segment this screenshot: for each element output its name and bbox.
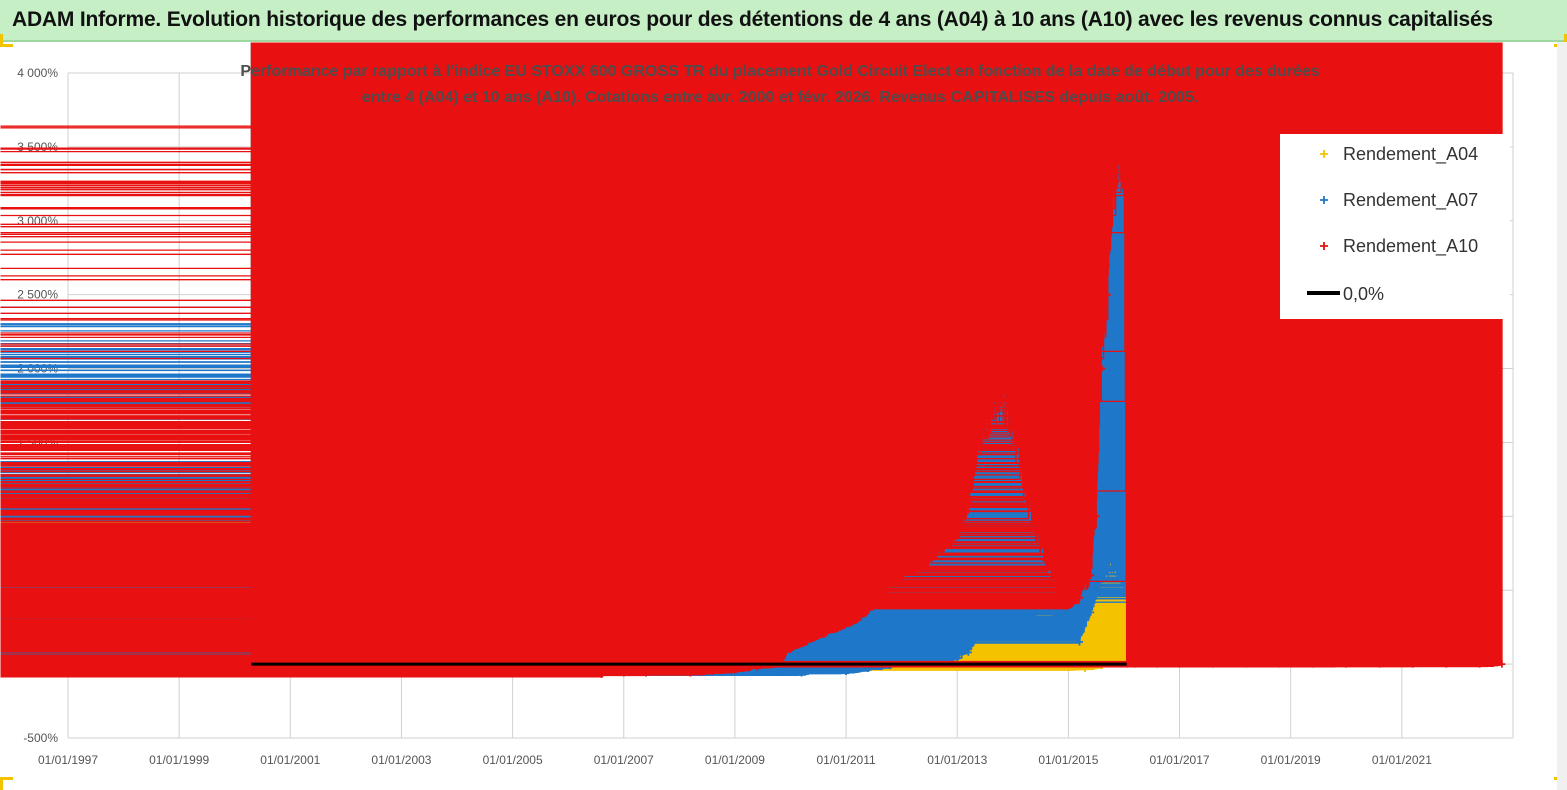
corner-marker (0, 34, 13, 47)
chart-legend: Rendement_A04 Rendement_A07 Rendement_A10 0… (1280, 134, 1510, 319)
x-tick-label: 01/01/2017 (1150, 753, 1210, 767)
data-point (620, 668, 628, 675)
data-point (1103, 291, 1111, 299)
x-tick-label: 01/01/2003 (371, 753, 431, 767)
data-point (598, 670, 606, 678)
page-title: ADAM Informe. Evolution historique des p… (12, 8, 1493, 31)
data-point (870, 601, 878, 609)
legend-label: Rendement_A07 (1343, 190, 1478, 211)
data-point (920, 557, 928, 565)
legend-marker (1320, 196, 1328, 204)
data-point (1053, 586, 1061, 594)
data-point (820, 631, 828, 639)
legend-label: 0,0% (1343, 284, 1384, 304)
data-point (420, 668, 428, 675)
data-point (975, 631, 983, 639)
legend-label: Rendement_A04 (1343, 144, 1478, 165)
legend-label: Rendement_A10 (1343, 236, 1478, 257)
data-point (820, 666, 828, 674)
data-point (998, 394, 1006, 402)
data-point (1053, 616, 1061, 624)
data-point (553, 668, 561, 675)
x-tick-label: 01/01/2007 (594, 753, 654, 767)
data-point (970, 654, 978, 662)
data-point (353, 666, 361, 674)
legend-marker (1320, 242, 1328, 250)
data-point (1087, 571, 1095, 579)
data-point (953, 527, 961, 535)
chart-subtitle-line-2: entre 4 (A04) et 10 ans (A10). Cotations… (362, 89, 1198, 106)
series-layer (0, 42, 1506, 678)
x-tick-label: 01/01/2019 (1261, 753, 1321, 767)
data-point (798, 669, 806, 677)
header-banner: ADAM Informe. Evolution historique des p… (0, 0, 1567, 42)
data-point (686, 669, 694, 677)
corner-marker (0, 777, 13, 790)
legend-box (1280, 134, 1510, 319)
x-tick-label: 01/01/1997 (38, 753, 98, 767)
data-point (1098, 365, 1106, 373)
data-point (887, 579, 895, 587)
data-point (803, 638, 811, 646)
y-tick-label: 4 000% (17, 66, 58, 80)
data-point (1064, 601, 1072, 609)
data-point (842, 668, 850, 675)
data-point (1109, 187, 1117, 195)
x-tick-label: 01/01/2001 (260, 753, 320, 767)
data-point (1087, 608, 1095, 616)
data-point (1042, 557, 1050, 565)
x-tick-label: 01/01/2021 (1372, 753, 1432, 767)
data-point (709, 668, 717, 675)
data-point (442, 669, 450, 677)
data-point (1076, 594, 1083, 602)
x-axis-ticks: 01/01/1997 01/01/1999 01/01/2001 01/01/2003… (38, 753, 1432, 767)
x-tick-label: 01/01/2015 (1038, 753, 1098, 767)
data-point (1114, 158, 1122, 166)
x-tick-label: 01/01/2013 (927, 753, 987, 767)
data-point (1031, 608, 1039, 616)
data-point (775, 668, 783, 675)
data-point (987, 409, 995, 417)
right-edge-strip (1557, 42, 1567, 790)
data-point (1076, 638, 1083, 646)
data-point (664, 668, 672, 675)
data-point (1009, 424, 1017, 432)
data-point (642, 669, 650, 677)
data-point (1031, 527, 1039, 535)
y-tick-label: -500% (23, 731, 58, 745)
data-point (953, 654, 961, 662)
data-point (247, 668, 255, 675)
data-point (903, 564, 911, 572)
data-point (937, 542, 945, 550)
data-point (1020, 483, 1028, 491)
data-point (964, 648, 972, 656)
data-point (964, 498, 972, 506)
data-point (731, 666, 739, 674)
data-point (787, 645, 794, 653)
performance-chart: 4 000%3 500%3 000%2 500%2 000%1 500%1 00… (0, 42, 1514, 767)
data-point (1064, 631, 1072, 639)
y-tick-label: 3 500% (17, 140, 58, 154)
chart-subtitle-line-1: Performance par rapport à l'indice EU ST… (240, 63, 1319, 80)
y-tick-label: 2 500% (17, 288, 58, 302)
data-point (575, 669, 583, 677)
data-point (837, 623, 845, 631)
x-tick-label: 01/01/2005 (483, 753, 543, 767)
data-point (853, 616, 861, 624)
x-tick-label: 01/01/2009 (705, 753, 765, 767)
y-tick-label: 2 000% (17, 362, 58, 376)
data-point (264, 666, 272, 674)
data-point (975, 438, 983, 446)
data-point (464, 666, 472, 674)
x-tick-label: 01/01/1999 (149, 753, 209, 767)
data-point (1098, 571, 1106, 579)
data-point (1092, 512, 1100, 520)
legend-marker (1320, 150, 1328, 158)
data-point (1109, 564, 1117, 572)
x-tick-label: 01/01/2011 (816, 753, 875, 767)
data-point (397, 666, 405, 674)
data-point (987, 608, 995, 616)
